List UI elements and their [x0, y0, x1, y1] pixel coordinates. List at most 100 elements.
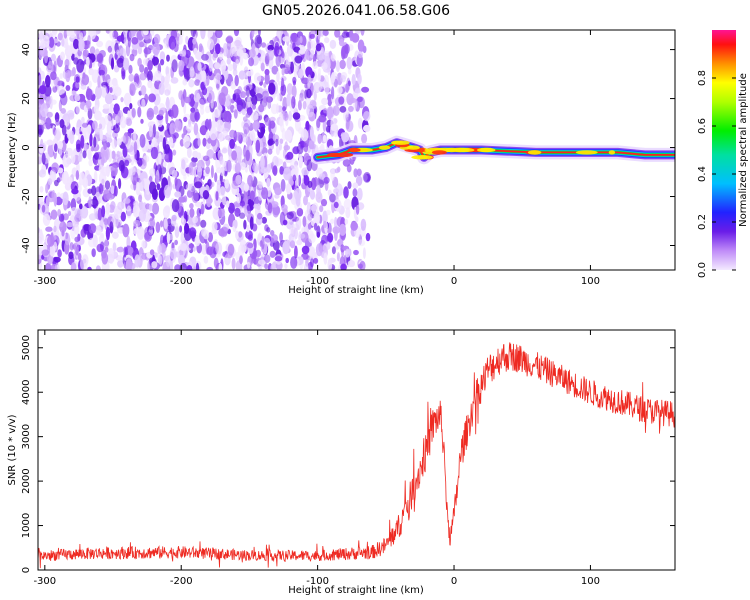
noise-blob [38, 75, 42, 88]
spectrogram-ytick-label: 40 [21, 43, 32, 56]
noise-blob [236, 192, 241, 204]
noise-blob [197, 165, 203, 178]
noise-blob [127, 35, 131, 48]
track-hotspot [575, 150, 598, 155]
noise-blob [239, 200, 245, 207]
noise-blob [363, 172, 371, 183]
noise-blob [207, 178, 212, 187]
noise-blob [333, 188, 340, 194]
noise-blob [85, 88, 93, 101]
noise-blob [216, 119, 224, 132]
noise-blob [133, 141, 138, 155]
noise-blob [223, 110, 232, 123]
noise-blob [211, 120, 218, 128]
noise-blob [239, 212, 246, 219]
noise-blob [165, 73, 170, 84]
noise-blob [272, 155, 279, 168]
noise-blob [264, 68, 270, 76]
noise-blob [217, 208, 222, 218]
noise-blob [238, 244, 245, 257]
noise-blob [147, 261, 151, 270]
noise-blob [151, 202, 160, 215]
noise-blob [348, 105, 354, 112]
snr-plot-area [38, 330, 675, 570]
noise-blob [188, 93, 196, 107]
noise-blob [337, 86, 343, 95]
noise-blob [345, 116, 350, 130]
noise-blob [140, 118, 144, 124]
noise-blob [51, 30, 58, 36]
colorbar-axes: 0.0 0.2 0.4 0.6 0.8 [697, 70, 736, 278]
noise-blob [274, 187, 282, 196]
noise-blob [119, 55, 125, 64]
noise-blob [178, 254, 185, 266]
noise-blob [243, 183, 249, 192]
spectrogram-frame [37, 29, 676, 271]
noise-blob [261, 187, 269, 200]
noise-blob [327, 93, 333, 107]
noise-blob [279, 232, 283, 243]
noise-blob [60, 107, 66, 114]
noise-blob [98, 183, 104, 195]
noise-blob [235, 251, 240, 261]
noise-blob [263, 82, 267, 88]
snr-frame [37, 329, 676, 571]
noise-blob [159, 220, 164, 228]
noise-blob [323, 176, 330, 184]
noise-blob [106, 78, 113, 87]
noise-blob [351, 33, 360, 43]
spectrogram-ylabel: Frequency (Hz) [7, 112, 18, 188]
noise-blob [293, 227, 298, 240]
track-hotspot [378, 145, 391, 150]
noise-blob [208, 59, 213, 72]
noise-blob [215, 167, 223, 174]
noise-blob [226, 159, 232, 173]
noise-blob [343, 198, 352, 210]
noise-blob [215, 43, 221, 55]
noise-blob [45, 75, 51, 88]
noise-blob [197, 137, 201, 147]
noise-blob [323, 220, 327, 228]
noise-blob [270, 201, 279, 208]
noise-blob [162, 161, 167, 168]
colorbar-tick-label: 0.0 [697, 262, 708, 278]
snr-ytick-label: 0 [21, 567, 32, 573]
noise-blob [331, 86, 335, 100]
noise-blob [317, 73, 322, 82]
noise-blob [357, 263, 363, 269]
noise-blob [357, 96, 363, 103]
noise-blob [178, 249, 184, 257]
noise-blob [93, 104, 99, 114]
noise-blob [332, 105, 340, 116]
noise-blob [213, 108, 221, 118]
noise-blob [239, 255, 243, 265]
noise-blob [49, 95, 53, 110]
noise-blob [221, 195, 227, 206]
noise-blob [323, 108, 328, 114]
noise-blob [88, 80, 92, 88]
noise-blob [289, 32, 297, 45]
noise-blob [284, 141, 289, 153]
noise-blob [64, 45, 73, 58]
noise-blob [249, 131, 256, 141]
noise-blob [264, 52, 270, 67]
noise-blob [170, 77, 179, 84]
noise-blob [247, 242, 254, 249]
noise-blob [81, 74, 90, 86]
noise-blob [245, 85, 251, 97]
noise-blob [51, 162, 59, 173]
noise-blob [160, 75, 165, 84]
noise-blob [133, 73, 140, 85]
noise-blob [224, 179, 230, 189]
noise-blob [116, 49, 120, 56]
noise-blob [144, 93, 149, 104]
noise-blob [86, 124, 92, 135]
noise-blob [243, 122, 250, 135]
noise-blob [185, 124, 193, 132]
noise-blob [95, 85, 102, 99]
track-hotspot [347, 147, 361, 153]
noise-blob [139, 72, 147, 81]
noise-blob [89, 133, 93, 147]
noise-blob [240, 91, 246, 99]
